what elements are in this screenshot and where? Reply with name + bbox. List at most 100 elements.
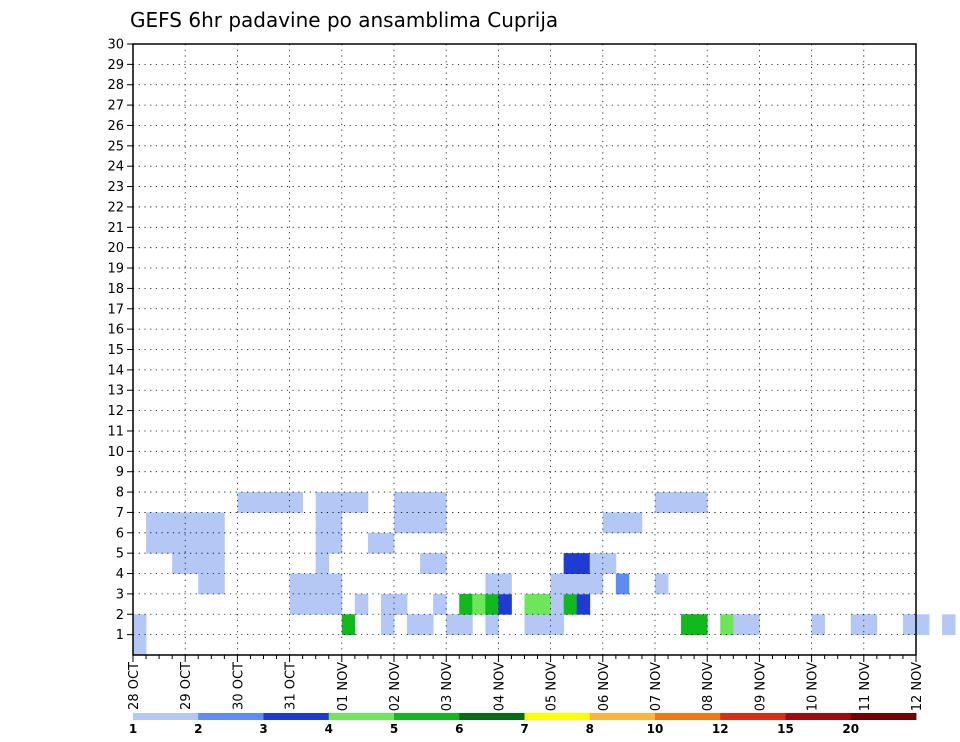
colorbar-swatch — [198, 713, 264, 720]
heat-cell — [850, 614, 865, 636]
heat-cell — [563, 553, 578, 574]
heat-cell — [550, 593, 565, 615]
y-tick-label: 14 — [107, 363, 124, 378]
colorbar-swatch — [133, 713, 199, 720]
heat-cell — [485, 614, 499, 636]
x-tick-label: 08 NOV — [701, 662, 716, 711]
heat-cell — [198, 532, 212, 554]
heat-cell — [172, 512, 186, 534]
heat-cell — [341, 492, 356, 513]
heat-cell — [472, 593, 486, 615]
chart-title: GEFS 6hr padavine po ansamblima Cuprija — [130, 8, 558, 32]
heat-cell — [498, 593, 512, 615]
plot-frame — [132, 43, 917, 656]
heat-cell — [733, 614, 747, 636]
heat-cell — [407, 614, 421, 636]
heat-cell — [289, 593, 304, 615]
heat-cell — [589, 573, 604, 595]
heat-cell — [315, 532, 330, 554]
heat-cell — [133, 634, 147, 656]
heat-cell — [133, 614, 147, 636]
heat-cell — [589, 553, 604, 574]
y-tick-label: 23 — [107, 180, 124, 195]
x-tick-label: 07 NOV — [649, 662, 664, 711]
colorbar-swatch — [655, 713, 721, 720]
y-tick-label: 20 — [107, 241, 124, 256]
heat-cell — [655, 573, 669, 595]
heat-cell — [563, 593, 578, 615]
heat-cell — [498, 573, 512, 595]
heat-cell — [602, 553, 617, 574]
heat-cell — [394, 492, 408, 513]
heat-cell — [694, 614, 708, 636]
heat-cell — [811, 614, 826, 636]
x-tick-label: 03 NOV — [440, 662, 455, 711]
y-tick-label: 10 — [107, 445, 124, 460]
heat-cell — [524, 593, 538, 615]
heat-cell — [315, 553, 330, 574]
heat-cell — [328, 593, 343, 615]
colorbar-swatch — [263, 713, 330, 720]
heat-cell — [198, 553, 212, 574]
colorbar-swatch — [850, 713, 917, 720]
y-tick-label: 15 — [107, 343, 124, 358]
x-tick-label: 02 NOV — [388, 662, 403, 711]
y-tick-label: 22 — [107, 200, 124, 215]
heat-cell — [615, 512, 630, 534]
heat-cell — [159, 512, 173, 534]
y-tick-label: 6 — [116, 526, 124, 541]
colorbar-label: 3 — [259, 722, 267, 736]
heat-cell — [576, 573, 591, 595]
heat-cell — [902, 614, 917, 636]
x-axis: 28 OCT 29 OCT 30 OCT 31 OCT 01 NOV 02 NOV 03 N… — [127, 655, 925, 711]
heat-cell — [198, 512, 212, 534]
heat-cell — [263, 492, 277, 513]
colorbar-swatch — [394, 713, 460, 720]
colorbar-swatch — [328, 713, 395, 720]
x-tick-label: 12 NOV — [910, 662, 925, 711]
colorbar-swatch — [720, 713, 786, 720]
heat-cell — [550, 573, 565, 595]
y-tick-label: 25 — [107, 139, 124, 154]
heat-cell — [172, 532, 186, 554]
heat-cell — [354, 593, 369, 615]
cells-layer — [133, 492, 956, 656]
x-tick-label: 05 NOV — [545, 662, 560, 711]
heat-cell — [681, 492, 695, 513]
y-tick-label: 16 — [107, 323, 124, 338]
heat-cell — [146, 532, 160, 554]
heat-cell — [459, 614, 473, 636]
heat-cell — [407, 512, 421, 534]
x-tick-label: 29 OCT — [179, 662, 194, 710]
heat-cell — [863, 614, 878, 636]
y-tick-label: 9 — [116, 465, 124, 480]
heat-cell — [420, 553, 434, 574]
heat-cell — [146, 512, 160, 534]
heat-cell — [328, 532, 343, 554]
y-tick-label: 21 — [107, 221, 124, 236]
heat-cell — [380, 593, 395, 615]
colorbar-label: 6 — [455, 722, 463, 736]
y-tick-label: 30 — [107, 38, 124, 53]
heat-cell — [354, 492, 369, 513]
heat-cell — [433, 492, 447, 513]
heat-cell — [302, 593, 317, 615]
x-tick-label: 10 NOV — [806, 662, 821, 711]
heat-cell — [420, 492, 434, 513]
y-tick-label: 27 — [107, 99, 124, 114]
heat-cell — [485, 593, 499, 615]
heat-cell — [159, 532, 173, 554]
heat-cell — [276, 492, 290, 513]
heat-cell — [433, 512, 447, 534]
colorbar-label: 10 — [647, 722, 664, 736]
heat-cell — [655, 492, 669, 513]
heat-cell — [341, 614, 356, 636]
heat-cell — [602, 512, 617, 534]
heat-cell — [576, 593, 591, 615]
heat-cell — [289, 573, 304, 595]
heat-cell — [380, 532, 395, 554]
heat-cell — [576, 553, 591, 574]
colorbar-label: 1 — [129, 722, 137, 736]
heat-cell — [211, 573, 225, 595]
